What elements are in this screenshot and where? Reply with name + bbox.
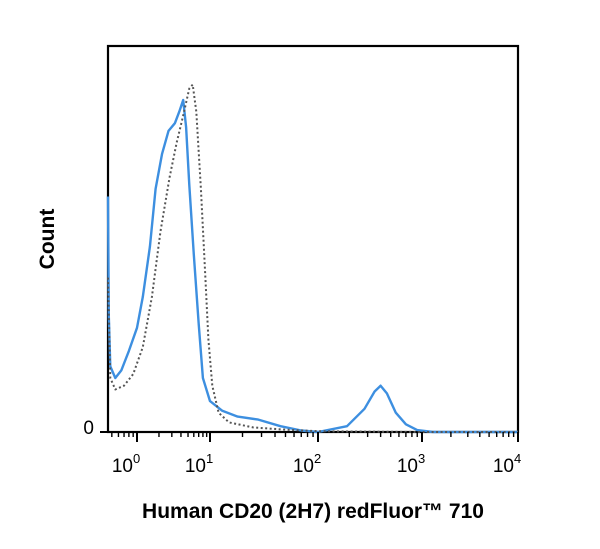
x-tick-label: 102 xyxy=(293,451,321,477)
series-line-control xyxy=(107,83,518,433)
series-layer xyxy=(106,83,518,434)
x-axis-ticks: 100 101 102 103 104 xyxy=(111,432,521,477)
x-tick-label: 104 xyxy=(493,451,521,477)
y-axis-title: Count xyxy=(36,209,59,270)
y-axis-ticks: 0 xyxy=(83,418,108,439)
x-tick-label: 100 xyxy=(112,451,140,477)
series-line-stained xyxy=(106,98,518,434)
x-axis-title: Human CD20 (2H7) redFluor™ 710 xyxy=(142,500,484,523)
y-tick-label: 0 xyxy=(83,418,94,439)
plot-frame xyxy=(106,44,520,434)
x-tick-label: 103 xyxy=(397,451,425,477)
x-tick-label: 101 xyxy=(185,451,213,477)
